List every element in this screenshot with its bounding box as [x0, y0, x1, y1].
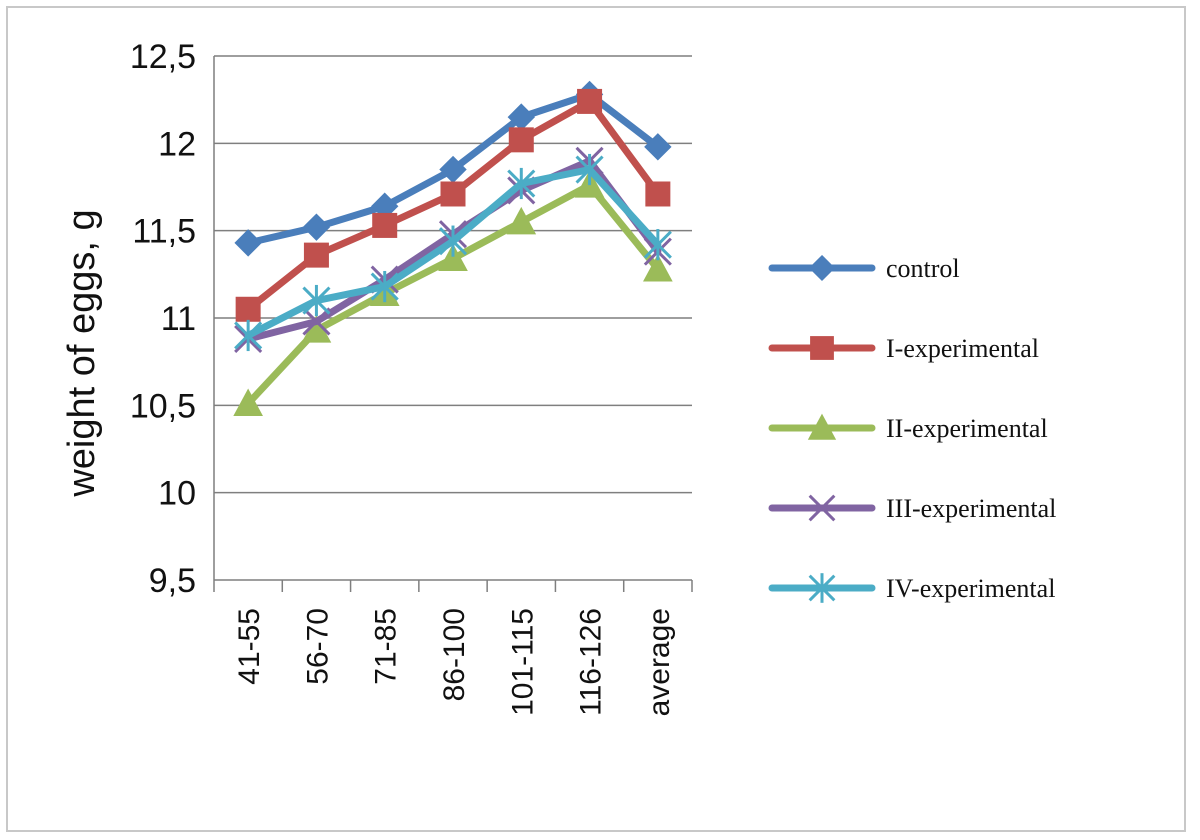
series-5: [234, 153, 672, 352]
y-tick-label: 11: [161, 300, 196, 338]
legend-label: IV-experimental: [886, 574, 1055, 603]
data-point: [438, 243, 468, 272]
legend-label: I-experimental: [886, 334, 1039, 363]
data-point: [438, 225, 468, 257]
data-point: [234, 319, 263, 352]
data-point: [810, 336, 834, 360]
series-group: [233, 80, 673, 416]
data-point: [508, 127, 534, 153]
data-point: [370, 270, 399, 303]
data-point: [577, 88, 603, 114]
data-point: [807, 413, 837, 440]
x-tick-label: 116-126: [575, 608, 608, 716]
data-point: [303, 242, 329, 268]
y-tick-label: 12,5: [130, 38, 196, 76]
y-tick-label: 12: [158, 125, 196, 163]
legend: control I-experimental II-experimental III-…: [768, 254, 1056, 603]
legend-label: II-experimental: [886, 414, 1048, 443]
data-point: [440, 181, 466, 207]
legend-entry: II-experimental: [768, 413, 1048, 443]
data-point: [302, 307, 331, 336]
legend-entry: IV-experimental: [768, 573, 1055, 603]
y-tick-label: 11,5: [132, 213, 196, 251]
x-tick-label: 56-70: [301, 608, 334, 685]
x-tick-label: 41-55: [233, 608, 266, 685]
legend-label: III-experimental: [886, 494, 1056, 523]
y-tick-label: 10: [158, 475, 196, 513]
data-point: [575, 153, 604, 186]
y-tick-label: 10,5: [130, 387, 196, 425]
data-point: [507, 167, 536, 200]
legend-entry: III-experimental: [768, 494, 1056, 523]
data-point: [372, 212, 398, 238]
data-point: [235, 296, 261, 322]
data-point: [644, 133, 672, 161]
series-3: [233, 170, 673, 416]
data-point: [233, 388, 263, 416]
legend-entry: control: [768, 254, 960, 283]
legend-label: control: [886, 254, 960, 283]
y-tick-label: 9,5: [149, 562, 196, 600]
legend-entry: I-experimental: [768, 334, 1039, 363]
data-point: [506, 206, 537, 235]
x-tick-label: 101-115: [506, 608, 539, 716]
series-2: [235, 88, 671, 322]
x-tick-labels: 41-55 56-70 71-85 86-100 101-115 116-126 avera…: [233, 608, 676, 716]
data-point: [645, 181, 671, 207]
data-point: [643, 254, 673, 282]
data-point: [234, 229, 262, 257]
data-point: [808, 254, 836, 282]
x-tick-label: average: [643, 608, 676, 716]
y-axis-label: weight of eggs, g: [61, 209, 103, 497]
x-tick-label: 71-85: [370, 608, 403, 685]
data-point: [302, 284, 331, 317]
data-point: [808, 494, 836, 522]
x-tick-label: 86-100: [438, 608, 471, 701]
y-tick-labels: 9,5 10 10,5 11 11,5 12 12,5: [130, 38, 196, 600]
data-point: [808, 573, 836, 603]
data-point: [643, 229, 672, 261]
data-point: [302, 213, 331, 241]
axes: [213, 56, 693, 592]
